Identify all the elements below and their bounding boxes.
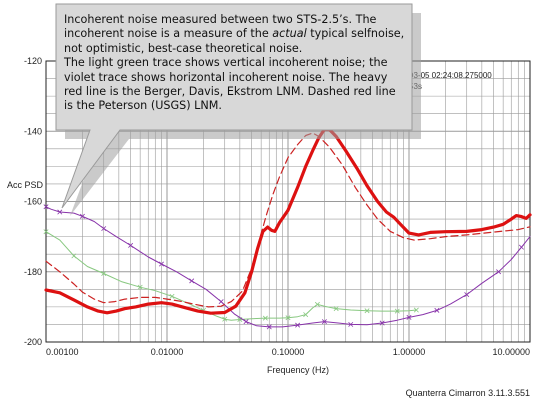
y-tick-label: -160 bbox=[24, 197, 42, 207]
vertical-incoherent-noise-trace-marker bbox=[71, 253, 77, 259]
horizontal-incoherent-noise-trace-marker bbox=[406, 314, 412, 320]
vertical-incoherent-noise-trace-marker bbox=[303, 312, 309, 318]
horizontal-incoherent-noise-trace-marker bbox=[379, 320, 385, 326]
x-tick-label: 10.00000 bbox=[492, 347, 530, 357]
y-tick-label: -180 bbox=[24, 267, 42, 277]
x-axis: 0.00100 0.01000 0.10000 1.00000 10.00000 bbox=[46, 347, 530, 357]
horizontal-incoherent-noise-trace-marker bbox=[266, 324, 272, 330]
x-axis-label: Frequency (Hz) bbox=[267, 365, 329, 375]
horizontal-incoherent-noise-trace-marker bbox=[128, 242, 134, 248]
horizontal-incoherent-noise-trace-marker bbox=[189, 278, 195, 284]
vertical-incoherent-noise-trace-marker bbox=[43, 229, 49, 235]
callout-emphasis: actual bbox=[272, 27, 307, 41]
callout-shape bbox=[55, 3, 421, 216]
horizontal-incoherent-noise-trace-marker bbox=[434, 307, 440, 313]
y-tick-label: -200 bbox=[24, 337, 42, 347]
info-line-time: 03-05 02:24:08.275000 bbox=[409, 71, 492, 80]
y-tick-label: -140 bbox=[24, 126, 42, 136]
x-tick-label: 1.00000 bbox=[393, 347, 426, 357]
vertical-incoherent-noise-trace-marker bbox=[169, 293, 175, 299]
y-tick-label: -120 bbox=[24, 56, 42, 66]
horizontal-incoherent-noise-trace-marker bbox=[243, 319, 249, 325]
horizontal-incoherent-noise-trace-marker bbox=[218, 299, 224, 305]
vertical-incoherent-noise-trace-marker bbox=[101, 271, 107, 276]
berger-lnm-line bbox=[44, 127, 532, 315]
vertical-incoherent-noise-trace-marker bbox=[222, 316, 228, 322]
horizontal-incoherent-noise-trace-marker bbox=[43, 204, 49, 210]
series-layer bbox=[43, 127, 532, 330]
horizontal-incoherent-noise-trace-marker bbox=[321, 319, 327, 325]
vertical-incoherent-noise-trace-marker bbox=[262, 315, 268, 321]
callout-text: Incoherent noise measured between two ST… bbox=[56, 7, 406, 114]
horizontal-incoherent-noise-trace bbox=[45, 206, 531, 328]
x-tick-label: 0.01000 bbox=[151, 347, 184, 357]
version-footer: Quanterra Cimarron 3.11.3.551 bbox=[405, 388, 530, 398]
callout-text-1b: typical selfnoise, not optimistic, best-… bbox=[64, 27, 405, 55]
x-tick-label: 0.00100 bbox=[46, 347, 79, 357]
vertical-incoherent-noise-trace bbox=[45, 231, 417, 321]
y-axis: -200 -180 -160 -140 -120 bbox=[24, 56, 42, 347]
y-axis-label: Acc PSD bbox=[7, 180, 44, 190]
horizontal-incoherent-noise-trace-marker bbox=[464, 292, 470, 298]
horizontal-incoherent-noise-trace-marker bbox=[348, 321, 354, 327]
callout-paragraph-2: The light green trace shows vertical inc… bbox=[64, 56, 396, 113]
horizontal-incoherent-noise-trace-marker bbox=[518, 244, 524, 250]
horizontal-incoherent-noise-trace-marker bbox=[101, 226, 107, 232]
vertical-incoherent-noise-trace-marker bbox=[285, 315, 291, 321]
vertical-incoherent-noise-trace-marker bbox=[333, 306, 339, 312]
horizontal-incoherent-noise-trace-marker bbox=[57, 209, 63, 215]
x-tick-label: 0.10000 bbox=[272, 347, 305, 357]
vertical-incoherent-noise-trace-marker bbox=[394, 308, 400, 314]
peterson-lnm-line bbox=[45, 132, 531, 308]
horizontal-incoherent-noise-trace-marker bbox=[295, 322, 301, 328]
horizontal-incoherent-noise-trace-marker bbox=[158, 261, 164, 267]
vertical-incoherent-noise-trace-marker bbox=[413, 307, 419, 313]
callout-text-1a: Incoherent noise measured between two ST… bbox=[64, 13, 377, 41]
vertical-incoherent-noise-trace-marker bbox=[364, 308, 370, 314]
callout-paragraph-1: Incoherent noise measured between two ST… bbox=[64, 13, 406, 56]
horizontal-incoherent-noise-trace-marker bbox=[496, 269, 502, 275]
vertical-incoherent-noise-trace-marker bbox=[137, 284, 143, 290]
horizontal-incoherent-noise-trace-marker bbox=[79, 213, 85, 219]
vertical-incoherent-noise-trace-marker bbox=[314, 301, 320, 307]
